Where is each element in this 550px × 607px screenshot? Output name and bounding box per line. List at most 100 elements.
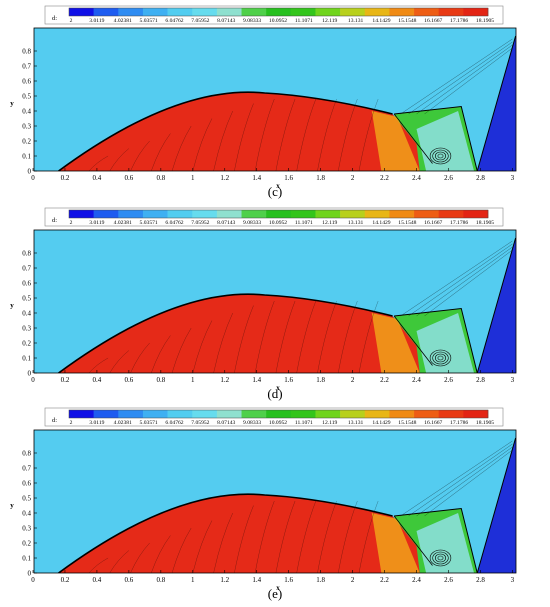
colorbar-level-label: 13.131 — [348, 18, 364, 24]
x-tick-label: 3 — [511, 576, 515, 584]
axes-frame — [33, 27, 517, 172]
colorbar-swatch — [241, 210, 267, 218]
colorbar-level-label: 13.131 — [348, 220, 364, 226]
colorbar-swatch — [315, 8, 341, 16]
x-tick-label: 2.2 — [380, 376, 389, 384]
colorbar-swatch — [142, 210, 168, 218]
bubble-outline — [58, 91, 393, 171]
x-tick-label: 2.4 — [412, 174, 421, 182]
y-tick-label: 0.3 — [22, 524, 31, 532]
panel-label: (e) — [268, 586, 282, 601]
colorbar-level-label: 9.08333 — [243, 18, 261, 24]
colorbar-level-label: 15.1548 — [398, 18, 416, 24]
y-tick-label: 0.8 — [22, 249, 31, 257]
colorbar-level-label: 12.119 — [322, 220, 337, 226]
contour-line — [109, 350, 129, 373]
x-tick-label: 1.8 — [316, 376, 325, 384]
colorbar-border — [68, 409, 489, 419]
colorbar-level-label: 18.1905 — [476, 18, 494, 24]
contour-line — [275, 98, 296, 171]
y-tick-label: 0 — [28, 167, 32, 175]
colorbar-swatch — [290, 8, 316, 16]
shock-front-line — [476, 437, 516, 573]
colorbar-level-label: 6.04762 — [165, 220, 183, 226]
y-tick-label: 0.2 — [22, 137, 31, 145]
x-tick-label: 2.6 — [444, 376, 453, 384]
contour-line — [213, 312, 233, 373]
slip-line — [393, 315, 433, 366]
shock-line — [408, 443, 513, 517]
mach-stem-line — [394, 307, 478, 373]
colorbar-variable: d: — [52, 15, 57, 22]
colorbar-level-label: 13.131 — [348, 420, 364, 426]
colorbar-swatch — [93, 8, 119, 16]
vortex-ring — [437, 555, 444, 561]
plot-area — [33, 429, 517, 574]
colorbar-level-label: 14.1429 — [372, 220, 390, 226]
contour-line — [213, 512, 233, 573]
colorbar-swatch — [69, 410, 94, 418]
downstream-region — [477, 430, 516, 573]
x-tick-label: 0.4 — [93, 174, 102, 182]
panel-label: (d) — [267, 386, 282, 401]
colorbar-swatch — [364, 210, 390, 218]
colorbar-level-label: 16.1667 — [424, 220, 442, 226]
x-tick-label: 0.2 — [61, 376, 70, 384]
colorbar-swatch — [142, 8, 168, 16]
shock-front-line — [476, 237, 516, 373]
x-tick-label: 2 — [351, 576, 355, 584]
colorbar-swatch — [463, 410, 489, 418]
colorbar-swatch — [167, 8, 193, 16]
field — [34, 430, 516, 573]
x-tick-label: 1.4 — [252, 576, 261, 584]
contour-line — [338, 98, 358, 171]
downstream-region — [477, 28, 516, 171]
y-tick-label: 0.7 — [22, 62, 31, 70]
colorbar-level-label: 8.07143 — [217, 18, 235, 24]
x-tick-label: 2.2 — [380, 576, 389, 584]
contour-line — [296, 500, 317, 573]
x-tick-label: 1.2 — [220, 376, 229, 384]
x-tick-label: 1.6 — [284, 174, 293, 182]
x-tick-label: 2.8 — [476, 174, 485, 182]
shocked-inner — [416, 111, 475, 171]
x-tick-label: 2 — [351, 174, 355, 182]
y-tick-label: 0.4 — [22, 509, 31, 517]
contour-line — [151, 133, 171, 171]
colorbar-swatch — [167, 410, 193, 418]
shock-line — [408, 41, 513, 115]
colorbar-swatch — [266, 8, 292, 16]
y-tick-label: 0.1 — [22, 554, 31, 562]
vortex-ring — [432, 351, 449, 365]
colorbar-swatch — [463, 210, 489, 218]
bubble-region — [58, 494, 420, 573]
panel-c: d: 2 3.0119 4.02381 5.03571 6.04762 7.05952 8.0… — [10, 5, 517, 199]
colorbar-level-label: 7.05952 — [191, 18, 209, 24]
contour-line — [317, 300, 337, 373]
contour-line — [171, 327, 192, 373]
colorbar-level-label: 2 — [70, 220, 73, 226]
x-axis-label: x — [276, 182, 280, 190]
colorbar-level-label: 12.119 — [322, 420, 337, 426]
colorbar-swatch — [290, 410, 316, 418]
colorbar-level-label: 17.1786 — [450, 18, 468, 24]
field — [34, 230, 516, 373]
x-tick-label: 1 — [191, 576, 195, 584]
y-axis: 0 0.1 0.2 0.3 0.4 0.5 0.6 0.7 0.8 y — [10, 47, 37, 175]
contour-line — [213, 110, 233, 171]
x-axis: 0 0.2 0.4 0.6 0.8 1 1.2 1.4 1.6 1.8 2 2.2 2.4 2.6 2.8 3… — [31, 570, 515, 592]
x-tick-label: 0.2 — [61, 174, 70, 182]
colorbar-level-label: 10.0952 — [269, 18, 287, 24]
y-tick-label: 0.7 — [22, 264, 31, 272]
x-tick-label: 0.2 — [61, 576, 70, 584]
x-tick-label: 0 — [31, 576, 35, 584]
colorbar-level-label: 14.1429 — [372, 420, 390, 426]
colorbar-swatch — [290, 210, 316, 218]
colorbar-level-label: 5.03571 — [140, 18, 158, 24]
vortex-ring — [434, 353, 446, 363]
colorbar-swatch — [93, 210, 119, 218]
y-tick-label: 0.1 — [22, 152, 31, 160]
shock-line — [400, 240, 513, 317]
colorbar-swatch — [192, 410, 218, 418]
colorbar-level-label: 3.0119 — [89, 420, 104, 426]
